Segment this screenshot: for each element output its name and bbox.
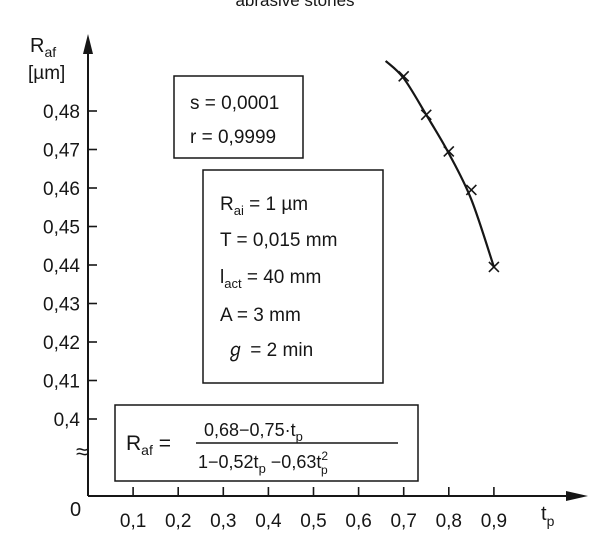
param-time: ℊ = 2 min [226,340,313,361]
y-tick-label: 0,42 [43,333,80,354]
stats-box: s = 0,0001 r = 0,9999 [173,75,304,159]
data-point-marker [398,70,410,82]
y-ticks: 0,4 0,41 0,42 0,43 0,44 0,45 0,46 0,47 0,48 [43,102,97,431]
formula-numerator: 0,68−0,75·tp [204,420,303,444]
x-tick-label: 0,8 [436,511,462,532]
stats-s: s = 0,0001 [190,93,279,114]
y-tick-label: 0,43 [43,295,80,316]
y-axis-arrow [83,34,93,54]
data-point-marker [420,109,432,121]
param-ra: Rai = 1 µm [220,194,308,218]
x-tick-label: 0,2 [165,511,191,532]
x-tick-label: 0,7 [390,511,416,532]
data-point-marker [488,261,500,273]
axis-break-symbol: ≈ [76,439,88,464]
data-markers [398,70,500,273]
x-tick-label: 0,9 [481,511,507,532]
param-t: T = 0,015 mm [220,230,337,251]
x-tick-label: 0,4 [255,511,282,532]
x-tick-label: 0,5 [300,511,326,532]
y-tick-label: 0,4 [54,410,81,431]
data-point-marker [465,184,477,196]
param-lact: lact = 40 mm [220,267,321,291]
y-tick-label: 0,45 [43,218,80,239]
param-a: A = 3 mm [220,305,301,326]
y-tick-label: 0,41 [43,372,80,393]
x-tick-label: 0,6 [345,511,371,532]
x-tick-label: 0,1 [120,511,146,532]
x-ticks: 0,1 0,2 0,3 0,4 0,5 0,6 0,7 0,8 0,9 [120,487,507,532]
formula-denominator: 1−0,52tp −0,63t2 p [198,449,328,477]
y-axis-unit: [µm] [28,63,65,84]
formula-lhs: Raf = [126,432,171,458]
x-tick-label: 0,3 [210,511,236,532]
y-tick-label: 0,44 [43,256,80,277]
formula-box: Raf = 0,68−0,75·tp 1−0,52tp −0,63t2 p [114,404,419,482]
data-point-marker [443,145,455,157]
fitted-curve [384,60,495,268]
origin-label: 0 [70,499,81,521]
stats-r: r = 0,9999 [190,127,276,148]
y-tick-label: 0,46 [43,179,80,200]
y-tick-label: 0,48 [43,102,80,123]
x-axis-arrow [566,491,588,501]
y-tick-label: 0,47 [43,141,80,162]
x-axis-label: tp [541,503,555,529]
y-axis-label: Raf [30,35,56,60]
params-box: Rai = 1 µm T = 0,015 mm lact = 40 mm A =… [202,169,384,384]
chart-title: abrasive stones [235,0,354,10]
